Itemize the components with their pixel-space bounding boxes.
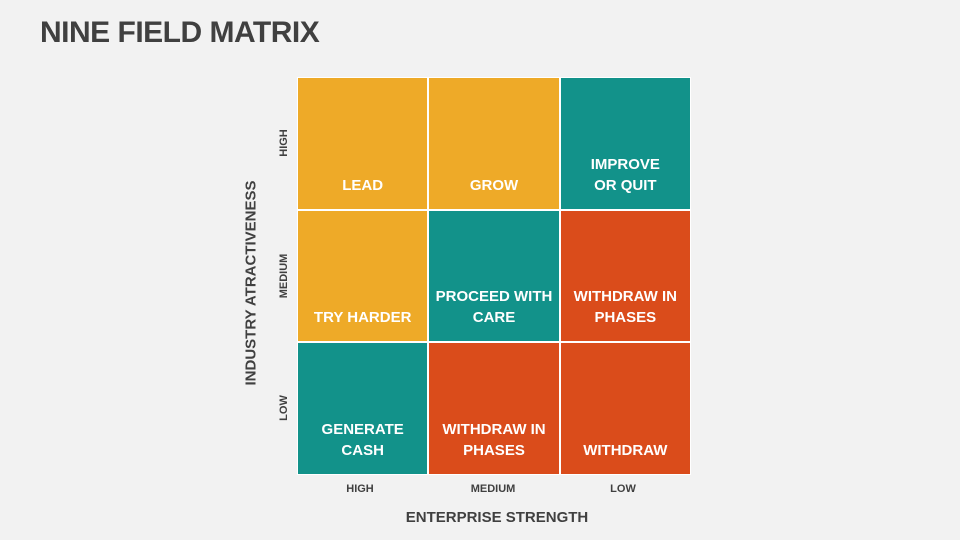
cell-generate-cash: GENERATE CASH xyxy=(298,343,428,474)
x-tick-low: LOW xyxy=(610,483,636,495)
y-tick-low: LOW xyxy=(278,395,290,421)
nine-field-matrix: LEAD GROW IMPROVE OR QUIT TRY HARDER PRO… xyxy=(297,77,691,475)
cell-lead: LEAD xyxy=(298,78,428,209)
y-axis-label: INDUSTRY ATRACTIVENESS xyxy=(242,180,260,386)
cell-improve-or-quit: IMPROVE OR QUIT xyxy=(560,78,690,209)
y-tick-high: HIGH xyxy=(278,129,290,157)
cell-withdraw-in-phases: WITHDRAW IN PHASES xyxy=(560,210,690,342)
page-title: NINE FIELD MATRIX xyxy=(40,16,320,49)
cell-withdraw-in-phases-2: WITHDRAW IN PHASES xyxy=(429,343,559,474)
y-tick-medium: MEDIUM xyxy=(278,253,290,299)
x-tick-medium: MEDIUM xyxy=(470,483,516,495)
cell-proceed-with-care: PROCEED WITH CARE xyxy=(429,210,559,342)
cell-grow: GROW xyxy=(429,78,559,209)
cell-try-harder: TRY HARDER xyxy=(298,210,428,342)
x-axis-label: ENTERPRISE STRENGTH xyxy=(405,509,589,526)
x-tick-high: HIGH xyxy=(346,483,374,495)
cell-withdraw: WITHDRAW xyxy=(560,343,690,474)
